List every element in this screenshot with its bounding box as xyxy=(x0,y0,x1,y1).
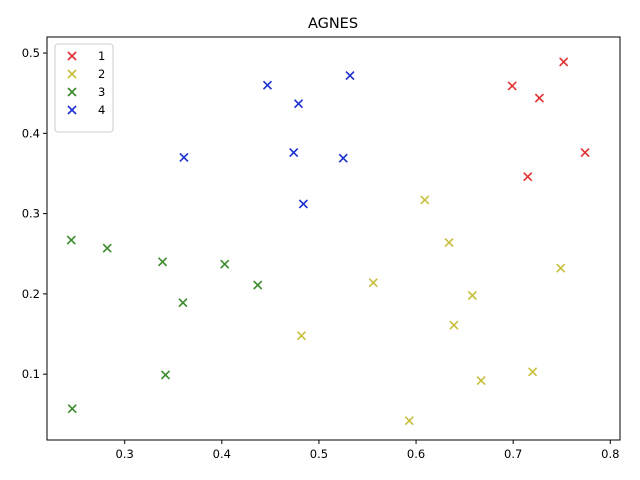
legend-box xyxy=(54,43,114,133)
marker-stroke xyxy=(345,70,355,81)
data-point xyxy=(262,80,273,90)
marker-stroke xyxy=(67,404,77,414)
legend-marker xyxy=(67,87,77,97)
data-point xyxy=(467,290,477,301)
data-point xyxy=(67,404,77,414)
data-point xyxy=(345,70,355,81)
plot-area xyxy=(66,57,590,426)
data-point xyxy=(293,99,304,109)
data-point xyxy=(534,93,544,103)
marker-stroke xyxy=(289,148,299,158)
marker-stroke xyxy=(179,152,189,162)
marker-stroke xyxy=(556,263,566,273)
data-point xyxy=(507,81,517,91)
marker-stroke xyxy=(338,153,348,163)
data-point xyxy=(160,370,171,380)
data-point xyxy=(296,331,307,341)
marker-stroke xyxy=(444,237,454,248)
data-point xyxy=(158,257,168,267)
marker-stroke xyxy=(178,298,188,308)
marker-stroke xyxy=(220,259,230,269)
data-point xyxy=(298,199,308,209)
data-point xyxy=(420,195,430,205)
data-point xyxy=(368,278,378,288)
marker-stroke xyxy=(368,278,378,288)
y-axis: 0.1 0.2 0.3 0.4 0.5 xyxy=(22,46,47,381)
marker-stroke xyxy=(66,235,76,245)
data-point xyxy=(66,235,76,245)
x-axis: 0.3 0.4 0.5 0.6 0.7 0.8 xyxy=(116,440,619,461)
marker-stroke xyxy=(580,148,590,158)
marker-stroke xyxy=(67,87,77,97)
legend-item: 1 xyxy=(67,49,105,63)
data-point xyxy=(580,148,590,158)
x-tick-label: 0.5 xyxy=(310,447,328,461)
x-tick-label: 0.4 xyxy=(213,447,231,461)
y-tick-label: 0.1 xyxy=(22,367,40,381)
legend-label: 2 xyxy=(98,67,105,81)
marker-stroke xyxy=(102,243,112,253)
x-tick-label: 0.3 xyxy=(116,447,134,461)
data-point xyxy=(476,376,486,386)
y-tick-label: 0.4 xyxy=(22,126,40,140)
data-point xyxy=(528,367,538,377)
series-2 xyxy=(296,195,566,426)
data-point xyxy=(253,280,263,290)
marker-stroke xyxy=(296,331,307,341)
data-point xyxy=(178,298,188,308)
x-tick-label: 0.6 xyxy=(407,447,425,461)
marker-stroke xyxy=(158,257,168,267)
data-point xyxy=(444,237,454,248)
marker-stroke xyxy=(293,99,304,109)
data-point xyxy=(449,320,459,330)
series-4 xyxy=(179,70,355,209)
marker-stroke xyxy=(262,80,273,90)
data-point xyxy=(289,148,299,158)
legend-label: 1 xyxy=(98,49,105,63)
marker-stroke xyxy=(507,81,517,91)
legend-label: 3 xyxy=(98,85,105,99)
marker-stroke xyxy=(67,51,77,61)
marker-stroke xyxy=(67,105,77,115)
marker-stroke xyxy=(528,367,538,377)
marker-stroke xyxy=(523,172,533,182)
marker-stroke xyxy=(160,370,171,380)
marker-stroke xyxy=(298,199,308,209)
marker-stroke xyxy=(559,57,569,67)
data-point xyxy=(220,259,230,269)
data-point xyxy=(102,243,112,253)
data-point xyxy=(556,263,566,273)
y-tick-label: 0.3 xyxy=(22,207,40,221)
data-point xyxy=(404,416,414,426)
data-point xyxy=(338,153,348,163)
marker-stroke xyxy=(449,320,459,330)
legend-item: 4 xyxy=(67,103,105,117)
marker-stroke xyxy=(67,69,77,79)
series-3 xyxy=(66,235,263,414)
marker-stroke xyxy=(467,290,477,301)
marker-stroke xyxy=(534,93,544,103)
marker-stroke xyxy=(420,195,430,205)
legend-marker xyxy=(67,105,77,115)
data-point xyxy=(559,57,569,67)
y-tick-label: 0.2 xyxy=(22,287,40,301)
data-point xyxy=(179,152,189,162)
legend: 1 2 3 4 xyxy=(54,43,114,133)
x-tick-label: 0.8 xyxy=(601,447,619,461)
series-1 xyxy=(507,57,590,182)
marker-stroke xyxy=(253,280,263,290)
marker-stroke xyxy=(404,416,414,426)
y-tick-label: 0.5 xyxy=(22,46,40,60)
plot-frame xyxy=(46,36,621,441)
chart-title: AGNES xyxy=(308,16,358,32)
legend-marker xyxy=(67,51,77,61)
legend-item: 3 xyxy=(67,85,105,99)
marker-stroke xyxy=(476,376,486,386)
data-point xyxy=(523,172,533,182)
legend-label: 4 xyxy=(98,103,105,117)
legend-item: 2 xyxy=(67,67,105,81)
legend-marker xyxy=(67,69,77,79)
x-tick-label: 0.7 xyxy=(504,447,522,461)
